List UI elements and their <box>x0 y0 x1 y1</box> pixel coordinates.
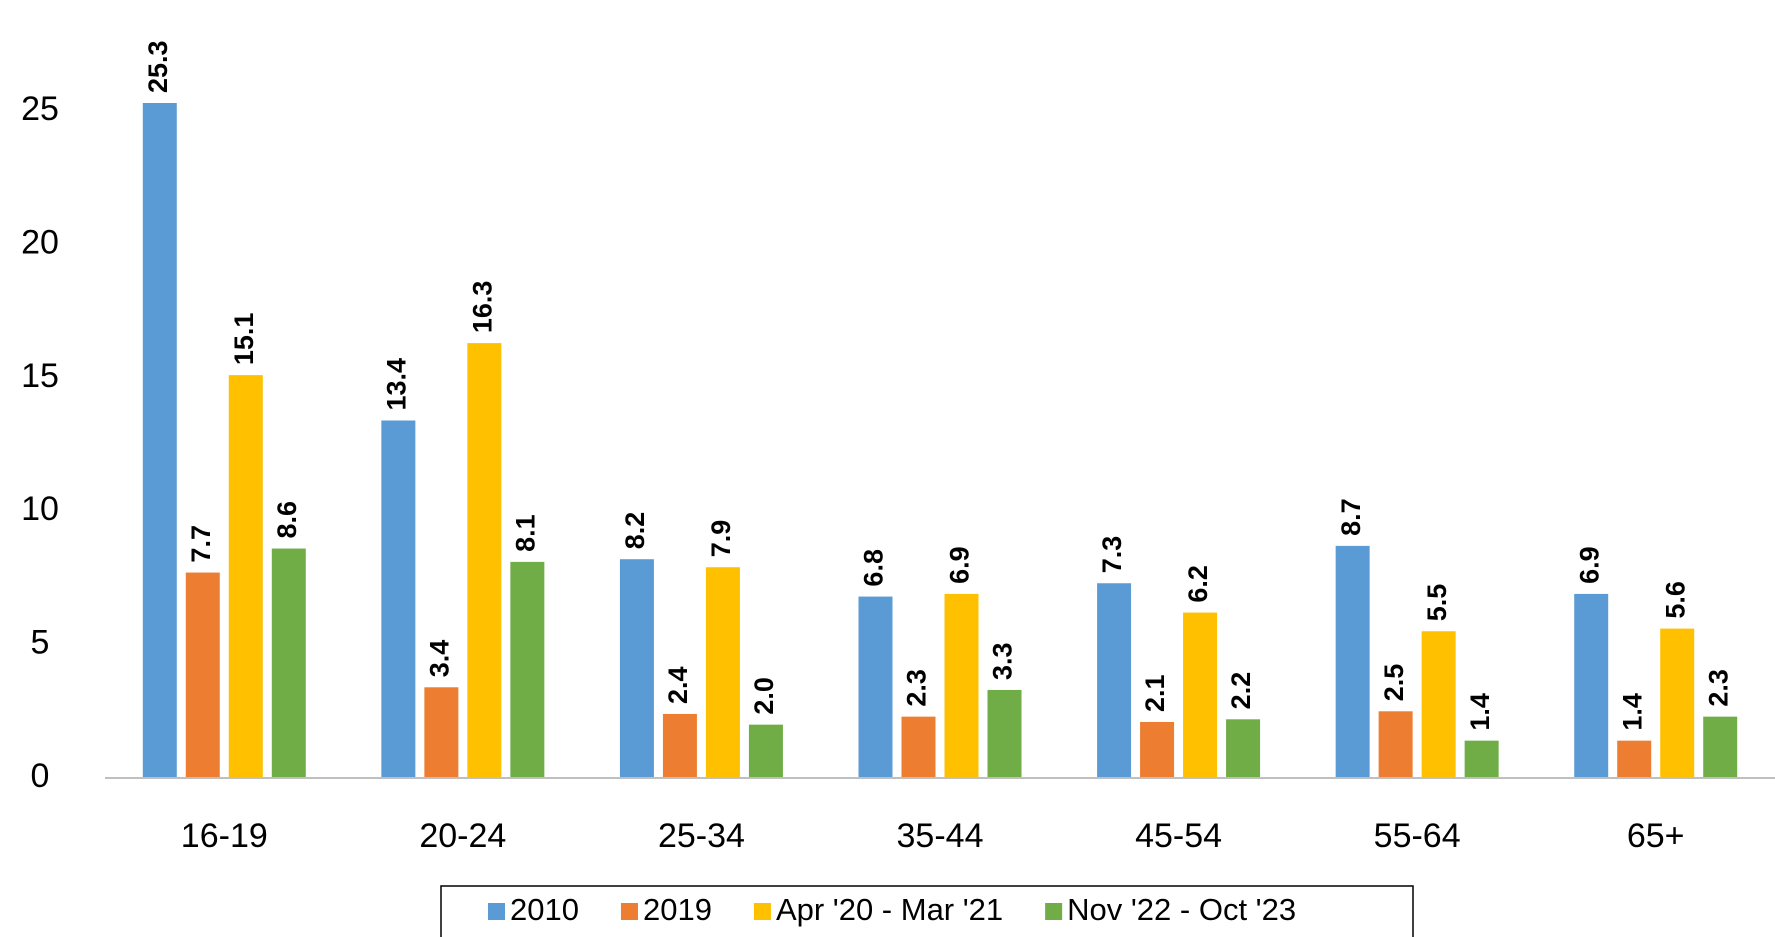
x-tick-label: 25-34 <box>658 817 745 855</box>
bar <box>271 548 306 778</box>
legend-swatch <box>753 903 771 920</box>
data-label: 2.5 <box>1379 664 1409 702</box>
x-tick-label: 35-44 <box>897 817 984 855</box>
legend-swatch <box>1045 903 1063 920</box>
data-label: 1.4 <box>1617 693 1647 731</box>
x-tick-label: 20-24 <box>419 817 506 855</box>
data-label: 3.3 <box>988 642 1018 680</box>
bar <box>1660 628 1695 778</box>
bar <box>987 689 1022 778</box>
bar <box>185 572 220 778</box>
bar <box>467 343 502 778</box>
legend-label: Nov '22 - Oct '23 <box>1067 892 1296 927</box>
bar <box>228 375 263 778</box>
legend-swatch <box>620 903 638 920</box>
bar <box>619 559 654 778</box>
data-label: 7.7 <box>186 525 216 563</box>
data-label: 15.1 <box>229 313 259 366</box>
x-tick-label: 16-19 <box>181 817 268 855</box>
bar <box>1617 740 1652 778</box>
data-label: 13.4 <box>381 358 411 411</box>
data-label: 5.6 <box>1660 581 1690 619</box>
y-tick-label: 20 <box>21 223 59 261</box>
bar <box>424 687 459 778</box>
data-label: 2.2 <box>1226 672 1256 710</box>
bar <box>705 567 740 778</box>
x-tick-label: 55-64 <box>1374 817 1461 855</box>
data-label: 2.1 <box>1140 674 1170 712</box>
data-label: 6.8 <box>859 549 889 587</box>
bar <box>944 593 979 778</box>
bar <box>1464 740 1499 778</box>
data-label: 6.2 <box>1183 565 1213 603</box>
legend-swatch <box>488 903 505 920</box>
bar <box>1226 719 1261 778</box>
data-label: 7.9 <box>706 520 736 558</box>
y-tick-label: 5 <box>31 624 50 662</box>
data-label: 8.6 <box>272 501 302 539</box>
bar <box>1378 711 1413 778</box>
data-label: 2.0 <box>749 677 779 715</box>
bar <box>1140 721 1175 778</box>
bar <box>1097 583 1132 778</box>
bar <box>858 596 893 778</box>
bar <box>748 724 783 778</box>
bar <box>901 716 936 778</box>
data-label: 5.5 <box>1422 584 1452 622</box>
data-label: 8.1 <box>510 514 540 552</box>
x-tick-label: 45-54 <box>1135 817 1222 855</box>
legend-label: 2010 <box>510 892 579 927</box>
bar <box>1574 593 1609 778</box>
bar <box>1421 631 1456 778</box>
data-label: 2.3 <box>902 669 932 707</box>
bar <box>510 561 545 778</box>
y-tick-label: 0 <box>31 757 50 795</box>
legend-box <box>440 885 1414 937</box>
data-label: 1.4 <box>1465 693 1495 731</box>
data-label: 2.3 <box>1703 669 1733 707</box>
legend-label: Apr '20 - Mar '21 <box>776 892 1003 927</box>
y-tick-label: 10 <box>21 490 59 528</box>
data-label: 25.3 <box>143 40 173 93</box>
bar <box>1703 716 1738 778</box>
data-label: 6.9 <box>945 546 975 584</box>
y-tick-label: 25 <box>21 90 59 128</box>
data-label: 8.2 <box>620 512 650 550</box>
x-tick-label: 65+ <box>1627 817 1685 855</box>
data-label: 2.4 <box>663 666 693 704</box>
legend-label: 2019 <box>643 892 712 927</box>
bar <box>381 420 416 778</box>
data-label: 16.3 <box>467 281 497 334</box>
data-label: 7.3 <box>1097 536 1127 574</box>
bar <box>1183 612 1218 778</box>
bar <box>1335 545 1370 778</box>
legend: 2010 2019 Apr '20 - Mar '21 Nov '22 - Oct '… <box>440 885 1414 937</box>
data-label: 8.7 <box>1336 498 1366 536</box>
y-tick-label: 15 <box>21 357 59 395</box>
bar <box>142 102 177 779</box>
data-label: 3.4 <box>424 640 454 678</box>
data-label: 6.9 <box>1574 546 1604 584</box>
bar <box>662 713 697 778</box>
